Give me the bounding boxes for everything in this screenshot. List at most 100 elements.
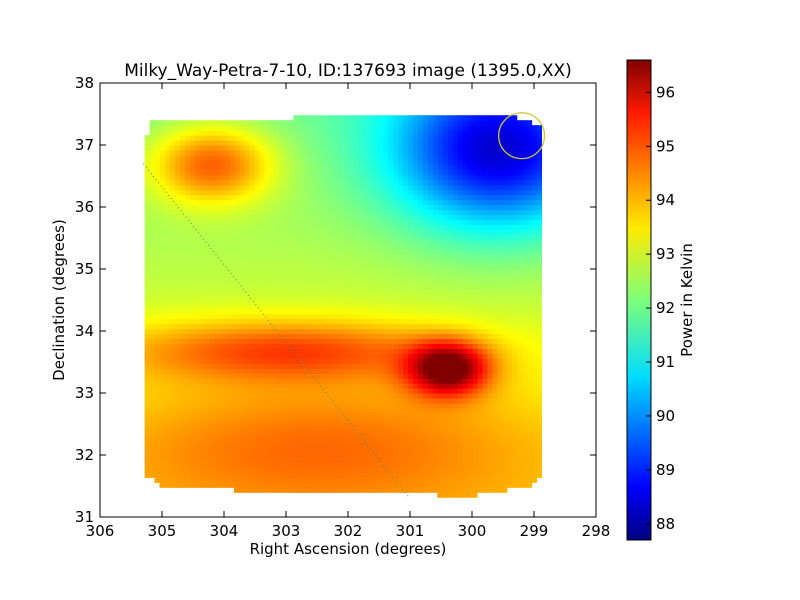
heatmap-cell: [531, 159, 538, 166]
heatmap-cell: [506, 437, 513, 444]
heatmap-cell: [387, 189, 394, 196]
heatmap-cell: [238, 254, 245, 260]
heatmap-cell: [303, 249, 309, 255]
heatmap-cell: [402, 328, 409, 335]
heatmap-cell: [268, 273, 275, 280]
heatmap-cell: [323, 422, 329, 429]
heatmap-cell: [377, 467, 384, 473]
heatmap-cell: [283, 348, 290, 354]
heatmap-cell: [238, 472, 245, 478]
heatmap-cell: [496, 239, 503, 245]
heatmap-cell: [224, 442, 230, 449]
heatmap-cell: [422, 388, 428, 394]
heatmap-cell: [442, 432, 448, 439]
heatmap-cell: [402, 467, 409, 473]
heatmap-cell: [422, 244, 428, 250]
heatmap-cell: [263, 169, 270, 176]
heatmap-cell: [427, 298, 433, 305]
heatmap-cell: [516, 373, 523, 379]
heatmap-cell: [526, 308, 533, 315]
heatmap-cell: [348, 224, 354, 230]
heatmap-cell: [412, 313, 419, 320]
heatmap-cell: [298, 229, 304, 235]
heatmap-cell: [308, 373, 314, 379]
heatmap-cell: [476, 278, 483, 285]
heatmap-cell: [258, 229, 265, 235]
heatmap-cell: [387, 239, 394, 245]
heatmap-cell: [481, 467, 488, 473]
heatmap-cell: [228, 145, 235, 151]
heatmap-cell: [387, 343, 394, 349]
heatmap-cell: [263, 149, 270, 156]
heatmap-cell: [338, 303, 344, 310]
heatmap-cell: [501, 422, 508, 429]
heatmap-cell: [313, 358, 319, 364]
heatmap-cell: [496, 437, 503, 444]
heatmap-cell: [318, 189, 324, 196]
heatmap-cell: [481, 383, 488, 389]
heatmap-cell: [228, 338, 235, 344]
heatmap-cell: [308, 313, 314, 320]
heatmap-cell: [526, 179, 533, 186]
heatmap-cell: [422, 407, 428, 414]
heatmap-cell: [387, 442, 394, 449]
heatmap-cell: [447, 318, 453, 325]
heatmap-cell: [372, 318, 379, 325]
heatmap-cell: [432, 269, 438, 275]
heatmap-cell: [511, 219, 518, 225]
heatmap-cell: [367, 442, 374, 449]
heatmap-cell: [516, 169, 523, 176]
heatmap-cell: [348, 209, 354, 216]
heatmap-cell: [228, 393, 235, 399]
heatmap-cell: [293, 140, 299, 146]
heatmap-cell: [293, 487, 299, 493]
heatmap-cell: [432, 140, 438, 146]
heatmap-cell: [343, 164, 349, 171]
heatmap-cell: [397, 457, 404, 464]
heatmap-cell: [407, 323, 414, 330]
heatmap-cell: [392, 422, 399, 429]
heatmap-cell: [442, 427, 448, 434]
heatmap-cell: [228, 194, 235, 201]
heatmap-cell: [278, 308, 285, 315]
heatmap-cell: [501, 254, 508, 260]
heatmap-cell: [283, 393, 290, 399]
heatmap-cell: [472, 224, 478, 230]
heatmap-cell: [506, 278, 513, 285]
heatmap-cell: [511, 204, 518, 211]
heatmap-cell: [219, 135, 225, 141]
heatmap-cell: [452, 308, 458, 315]
heatmap-cell: [263, 145, 270, 151]
heatmap-cell: [526, 120, 533, 126]
heatmap-cell: [367, 189, 374, 196]
heatmap-cell: [367, 209, 374, 216]
heatmap-cell: [362, 189, 369, 196]
heatmap-cell: [417, 378, 423, 384]
heatmap-cell: [283, 264, 290, 270]
heatmap-cell: [263, 348, 270, 354]
heatmap-cell: [417, 452, 423, 459]
heatmap-cell: [392, 373, 399, 379]
heatmap-cell: [357, 189, 364, 196]
heatmap-cell: [224, 283, 230, 290]
heatmap-cell: [258, 422, 265, 429]
heatmap-cell: [303, 288, 309, 295]
heatmap-cell: [491, 254, 498, 260]
heatmap-cell: [432, 115, 438, 121]
heatmap-cell: [412, 378, 419, 384]
heatmap-cell: [328, 115, 334, 121]
heatmap-cell: [268, 293, 275, 300]
heatmap-cell: [377, 224, 384, 230]
heatmap-cell: [511, 328, 518, 335]
heatmap-cell: [486, 249, 493, 255]
heatmap-cell: [268, 462, 275, 468]
heatmap-cell: [283, 199, 290, 206]
heatmap-cell: [328, 452, 334, 459]
heatmap-cell: [263, 179, 270, 186]
heatmap-cell: [516, 393, 523, 399]
heatmap-cell: [228, 288, 235, 295]
heatmap-cell: [228, 283, 235, 290]
heatmap-cell: [501, 209, 508, 216]
heatmap-cell: [382, 462, 389, 468]
heatmap-cell: [278, 259, 285, 265]
